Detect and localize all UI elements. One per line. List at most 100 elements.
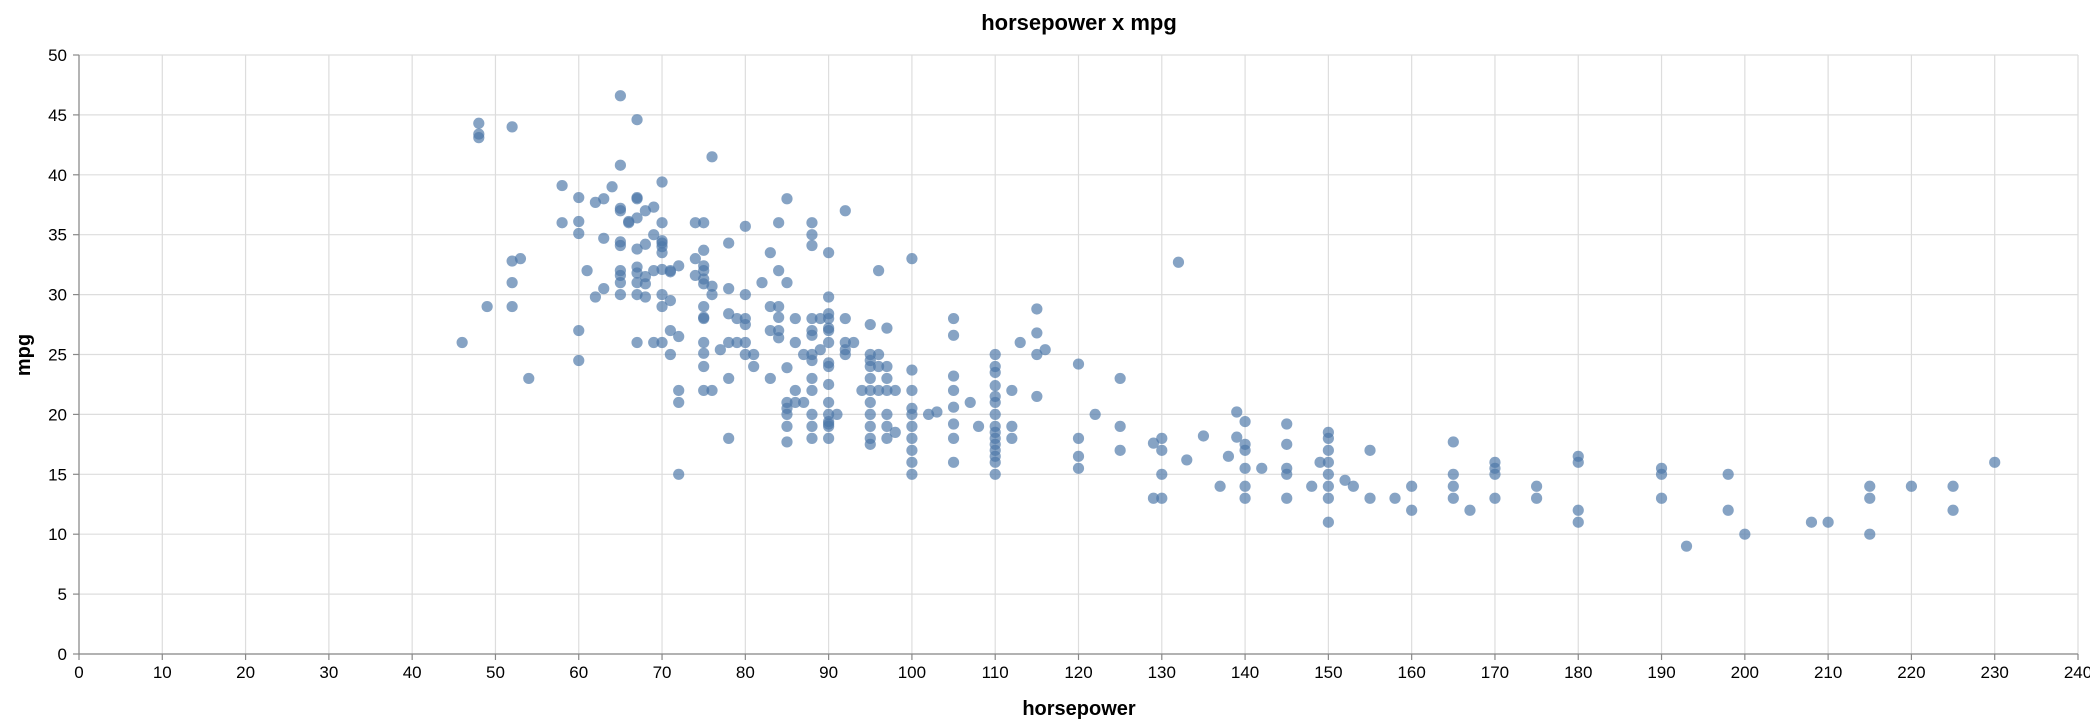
data-point (864, 360, 876, 373)
data-point (1364, 492, 1376, 504)
data-point (947, 370, 960, 382)
data-point (1322, 468, 1334, 480)
data-point (706, 280, 718, 292)
data-point (881, 372, 893, 385)
data-point (1031, 303, 1043, 315)
x-tick-label: 90 (819, 663, 838, 682)
data-point (739, 336, 751, 349)
data-point (1181, 454, 1193, 466)
data-point (573, 227, 585, 240)
data-point (806, 229, 818, 241)
data-point (706, 289, 718, 301)
data-point (781, 277, 793, 289)
data-point (514, 253, 527, 265)
data-point (1031, 390, 1043, 403)
data-point (789, 396, 801, 409)
y-tick-label: 25 (48, 346, 67, 365)
data-point (781, 193, 793, 205)
data-point (656, 289, 668, 301)
data-point (1114, 420, 1126, 432)
data-point (1947, 504, 1959, 516)
data-point (1406, 504, 1418, 516)
data-point (1447, 468, 1459, 480)
data-point (1805, 516, 1818, 528)
data-point (656, 336, 668, 349)
data-point (614, 239, 626, 252)
data-point (798, 396, 810, 409)
data-point (1572, 516, 1584, 528)
data-point (689, 217, 701, 229)
data-point (1006, 432, 1018, 444)
data-point (764, 300, 776, 313)
data-point (906, 420, 918, 432)
x-tick-label: 80 (736, 663, 755, 682)
data-point (673, 384, 685, 397)
data-point (806, 217, 818, 229)
data-point (1447, 480, 1459, 492)
data-point (639, 291, 651, 303)
data-point (589, 291, 602, 303)
data-point (664, 294, 676, 307)
y-tick-label: 20 (48, 405, 67, 424)
data-point (1306, 480, 1318, 492)
data-point (1322, 456, 1334, 468)
data-point (1531, 492, 1543, 504)
data-point (789, 384, 801, 397)
data-point (1722, 468, 1734, 480)
data-point (689, 253, 701, 265)
data-point (856, 384, 868, 397)
data-point (556, 179, 568, 192)
axes: 0 10 20 30 40 50 60 70 80 90 100 110 120 130 140 150 160… (48, 46, 2090, 682)
data-point (1322, 480, 1334, 492)
data-point (989, 348, 1001, 361)
data-point (523, 372, 535, 385)
data-point (664, 324, 676, 337)
data-point (806, 372, 818, 385)
y-tick-label: 0 (58, 645, 67, 664)
data-point (639, 238, 651, 250)
y-axis-title: mpg (13, 334, 35, 376)
x-tick-label: 230 (1981, 663, 2009, 682)
x-tick-label: 200 (1731, 663, 1759, 682)
data-point (1256, 462, 1268, 474)
data-point (698, 360, 710, 373)
data-point (906, 408, 918, 420)
data-point (947, 312, 960, 325)
data-point (823, 324, 835, 337)
x-tick-label: 50 (486, 663, 505, 682)
data-point (698, 347, 710, 359)
data-point (764, 372, 776, 385)
y-tick-label: 50 (48, 46, 67, 65)
data-point (823, 336, 835, 349)
data-point (1680, 540, 1693, 552)
data-point (873, 348, 885, 361)
data-point (1864, 492, 1876, 504)
data-point (773, 265, 785, 277)
data-point (698, 311, 710, 323)
data-point (1231, 406, 1243, 418)
data-point (631, 336, 643, 349)
data-point (881, 360, 893, 373)
data-point (864, 438, 876, 450)
data-point (1014, 336, 1026, 349)
data-point (706, 384, 718, 397)
data-point (823, 312, 835, 325)
data-point (1114, 372, 1126, 385)
data-point (573, 354, 585, 367)
data-point (1281, 468, 1293, 480)
data-point (881, 432, 893, 444)
data-point (723, 432, 735, 444)
data-point (864, 408, 876, 420)
data-point (614, 159, 626, 171)
data-point (656, 176, 668, 188)
data-point (506, 121, 518, 133)
data-point (1347, 480, 1359, 492)
data-point (1239, 492, 1251, 504)
data-point (989, 408, 1001, 420)
y-tick-label: 35 (48, 226, 67, 245)
data-point (473, 117, 485, 129)
data-point (814, 344, 826, 356)
x-tick-label: 20 (236, 663, 255, 682)
data-point (598, 193, 610, 205)
data-point (623, 217, 635, 229)
